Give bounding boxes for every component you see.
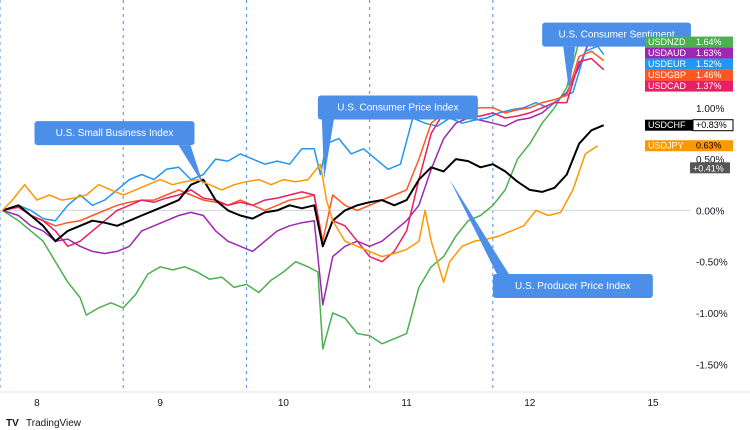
price-tag-usdjpy: USDJPY 0.63% bbox=[645, 140, 733, 152]
annotation-pointer-0 bbox=[178, 145, 204, 185]
annotation-box-0 bbox=[34, 121, 195, 146]
annotation-1: U.S. Consumer Price Index bbox=[317, 95, 478, 180]
x-tick-label-5: 15 bbox=[647, 398, 659, 409]
series-line-usdchf bbox=[2, 124, 605, 248]
price-tag-name-bg-usdchf bbox=[645, 119, 693, 131]
series-line-usdaud bbox=[2, 35, 605, 306]
price-tag-value-bg-usdaud bbox=[693, 47, 733, 59]
price-tag-value-bg-usdcad bbox=[693, 80, 733, 92]
annotation-3: U.S. Producer Price Index bbox=[449, 179, 653, 299]
price-tag-value-usdaud: 1.63% bbox=[696, 48, 722, 58]
brand-label: TradingView bbox=[26, 418, 82, 429]
price-tag-usdaud: USDAUD 1.63% bbox=[645, 47, 733, 59]
annotation-label-1: U.S. Consumer Price Index bbox=[337, 102, 458, 113]
price-tag-name-bg-usdnzd bbox=[645, 36, 693, 48]
price-tag-value-usdnzd: 1.64% bbox=[696, 37, 722, 47]
annotation-box-3 bbox=[492, 274, 653, 299]
y-axis: 1.00% 0.50% 0.00% -0.50% -1.00% -1.50% bbox=[696, 104, 728, 372]
session-lines bbox=[0, 0, 494, 390]
price-tag-value-usdeur: 1.52% bbox=[696, 59, 722, 69]
series-line-usdnzd bbox=[2, 26, 605, 350]
y-tick-label-2: 0.00% bbox=[696, 206, 724, 217]
price-tag-extra-label: +0.41% bbox=[693, 163, 724, 173]
series-line-usdcad bbox=[2, 57, 605, 263]
y-tick-label-5: -1.50% bbox=[696, 360, 728, 371]
price-tag-value-bg-usdgbp bbox=[693, 69, 733, 81]
price-tag-extra-bg bbox=[690, 162, 730, 174]
series-line-usdgbp bbox=[2, 50, 605, 242]
annotation-pointer-1 bbox=[321, 119, 334, 180]
y-tick-label-1: 0.50% bbox=[696, 155, 724, 166]
price-tag-usdgbp: USDGBP 1.46% bbox=[645, 69, 733, 81]
annotation-pointer-2 bbox=[563, 46, 576, 93]
price-tag-value-bg-usdnzd bbox=[693, 36, 733, 48]
price-tag-value-usdgbp: 1.46% bbox=[696, 70, 722, 80]
annotation-0: U.S. Small Business Index bbox=[34, 121, 204, 185]
y-tick-label-0: 1.00% bbox=[696, 104, 724, 115]
price-tag-value-bg-usdjpy bbox=[693, 140, 733, 152]
annotation-label-3: U.S. Producer Price Index bbox=[515, 281, 631, 292]
series-lines bbox=[1, 26, 605, 350]
price-tag-name-bg-usdeur bbox=[645, 58, 693, 70]
price-labels: USDNZD 1.64% USDAUD 1.63% USDEUR 1.52% USDGBP 1… bbox=[645, 36, 734, 174]
x-tick-label-3: 11 bbox=[401, 398, 412, 409]
price-tag-usdeur: USDEUR 1.52% bbox=[645, 58, 733, 70]
tradingview-logo-icon: TV bbox=[6, 418, 19, 429]
series-line-usdeur bbox=[2, 45, 605, 222]
annotation-pointer-3 bbox=[449, 179, 509, 275]
price-tag-usdnzd: USDNZD 1.64% bbox=[645, 36, 733, 48]
series-line-usdjpy bbox=[1, 145, 599, 283]
price-tag-value-bg-usdeur bbox=[693, 58, 733, 70]
price-tag-name-usdaud: USDAUD bbox=[648, 48, 687, 58]
price-tag-name-usdeur: USDEUR bbox=[648, 59, 687, 69]
annotations: U.S. Small Business Index U.S. Consumer P… bbox=[34, 22, 691, 299]
price-tag-name-usdcad: USDCAD bbox=[648, 81, 687, 91]
price-tag-name-usdchf: USDCHF bbox=[648, 120, 686, 130]
tradingview-logo: TV TradingView bbox=[6, 418, 82, 429]
price-tag-value-usdchf: +0.83% bbox=[696, 120, 727, 130]
x-tick-label-4: 12 bbox=[524, 398, 536, 409]
x-tick-label-0: 8 bbox=[34, 398, 40, 409]
price-tag-name-usdgbp: USDGBP bbox=[648, 70, 686, 80]
price-tag-name-usdnzd: USDNZD bbox=[648, 37, 686, 47]
price-tag-value-usdcad: 1.37% bbox=[696, 81, 722, 91]
price-tag-name-bg-usdjpy bbox=[645, 140, 693, 152]
price-tag-value-bg-usdchf bbox=[692, 119, 734, 132]
x-tick-label-1: 9 bbox=[157, 398, 163, 409]
y-tick-label-3: -0.50% bbox=[696, 258, 728, 269]
x-axis: 8 9 10 11 12 15 bbox=[0, 391, 750, 409]
price-tag-usdchf: USDCHF +0.83% bbox=[645, 119, 734, 132]
annotation-label-2: U.S. Consumer Sentiment bbox=[558, 30, 674, 41]
y-tick-label-4: -1.00% bbox=[696, 309, 728, 320]
price-tag-extra: +0.41% bbox=[690, 162, 730, 174]
price-tag-name-bg-usdcad bbox=[645, 80, 693, 92]
price-tag-name-usdjpy: USDJPY bbox=[648, 141, 684, 151]
price-tag-name-bg-usdgbp bbox=[645, 69, 693, 81]
price-tag-value-usdjpy: 0.63% bbox=[696, 141, 722, 151]
annotation-box-1 bbox=[317, 95, 478, 120]
price-tag-name-bg-usdaud bbox=[645, 47, 693, 59]
x-tick-label-2: 10 bbox=[278, 398, 290, 409]
price-tag-usdcad: USDCAD 1.37% bbox=[645, 80, 733, 92]
annotation-label-0: U.S. Small Business Index bbox=[56, 128, 174, 139]
